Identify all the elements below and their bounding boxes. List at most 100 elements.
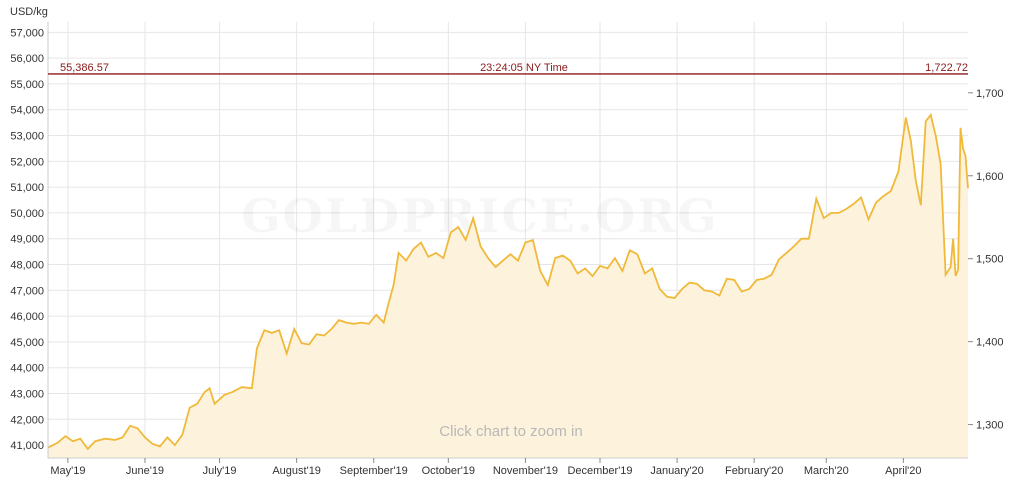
data-point <box>375 314 377 316</box>
data-point <box>910 139 912 141</box>
price-series-line <box>47 112 969 451</box>
data-point <box>962 147 964 149</box>
data-point <box>666 296 668 298</box>
data-point <box>718 294 720 296</box>
data-point <box>517 259 519 261</box>
y-tick-label: 55,000 <box>10 79 44 91</box>
y-tick-label: 44,000 <box>10 363 44 375</box>
x-axis: May'19 June'19 July'19 August'19 September'1… <box>48 457 968 477</box>
data-point <box>957 268 959 270</box>
data-point <box>882 195 884 197</box>
data-point <box>241 386 243 388</box>
data-point <box>726 277 728 279</box>
data-point <box>189 406 191 408</box>
data-point <box>569 259 571 261</box>
y-tick-label: 51,000 <box>10 182 44 194</box>
data-point <box>442 257 444 259</box>
data-point <box>121 436 123 438</box>
data-point <box>815 198 817 200</box>
data-point <box>392 284 394 286</box>
data-point <box>890 190 892 192</box>
x-tick-label: August'19 <box>272 465 321 477</box>
data-point <box>949 266 951 268</box>
data-point <box>114 439 116 441</box>
data-point <box>382 321 384 323</box>
zoom-hint[interactable]: Click chart to zoom in <box>439 423 582 440</box>
y-tick-label: 41,000 <box>10 440 44 452</box>
data-point <box>104 437 106 439</box>
data-point <box>562 254 564 256</box>
x-tick-label: December'19 <box>567 465 632 477</box>
data-point <box>867 218 869 220</box>
data-point <box>688 281 690 283</box>
data-point <box>223 394 225 396</box>
data-point <box>293 328 295 330</box>
data-point <box>755 279 757 281</box>
y-axis-unit-label: USD/kg <box>10 6 48 18</box>
watermark: GOLDPRICE.ORG <box>241 189 718 243</box>
data-point <box>308 343 310 345</box>
data-point <box>387 302 389 304</box>
x-tick-label: February'20 <box>725 465 783 477</box>
y2-tick-label: 1,300 <box>976 420 1004 432</box>
data-point <box>852 203 854 205</box>
data-point <box>94 440 96 442</box>
data-point <box>576 272 578 274</box>
data-point <box>330 328 332 330</box>
x-tick-label: January'20 <box>650 465 703 477</box>
data-point <box>800 238 802 240</box>
data-point <box>181 434 183 436</box>
data-point <box>860 196 862 198</box>
data-point <box>502 259 504 261</box>
data-point <box>785 252 787 254</box>
data-point <box>509 253 511 255</box>
y2-tick-label: 1,400 <box>976 337 1004 349</box>
data-point <box>213 403 215 405</box>
data-point <box>405 259 407 261</box>
data-point <box>875 201 877 203</box>
data-point <box>954 275 956 277</box>
data-point <box>323 334 325 336</box>
x-tick-label: October'19 <box>422 465 475 477</box>
x-tick-label: September'19 <box>340 465 408 477</box>
data-point <box>711 290 713 292</box>
y2-tick-label: 1,600 <box>976 171 1004 183</box>
y-tick-label: 54,000 <box>10 105 44 117</box>
data-point <box>554 257 556 259</box>
data-point <box>778 258 780 260</box>
data-point <box>196 403 198 405</box>
y-tick-label: 57,000 <box>10 27 44 39</box>
data-point <box>703 289 705 291</box>
data-point <box>733 279 735 281</box>
data-point <box>465 239 467 241</box>
y-tick-label: 50,000 <box>10 208 44 220</box>
data-point <box>412 248 414 250</box>
data-point <box>315 333 317 335</box>
y-tick-label: 45,000 <box>10 337 44 349</box>
data-point <box>57 441 59 443</box>
data-point <box>368 323 370 325</box>
data-point <box>87 448 89 450</box>
crosshair-right-value: 1,722.72 <box>925 62 968 74</box>
data-point <box>360 321 362 323</box>
data-point <box>964 155 966 157</box>
data-point <box>959 127 961 129</box>
data-point <box>681 288 683 290</box>
data-point <box>271 332 273 334</box>
data-point <box>524 241 526 243</box>
data-point <box>696 283 698 285</box>
data-point <box>479 245 481 247</box>
data-point <box>251 387 253 389</box>
data-point <box>174 444 176 446</box>
data-point <box>830 212 832 214</box>
crosshair-left-value: 55,386.57 <box>60 62 109 74</box>
data-point <box>823 217 825 219</box>
data-point <box>591 275 593 277</box>
data-point <box>263 329 265 331</box>
data-point <box>629 249 631 251</box>
y2-tick-label: 1,700 <box>976 88 1004 100</box>
data-point <box>450 231 452 233</box>
x-tick-label: November'19 <box>493 465 558 477</box>
data-point <box>231 391 233 393</box>
